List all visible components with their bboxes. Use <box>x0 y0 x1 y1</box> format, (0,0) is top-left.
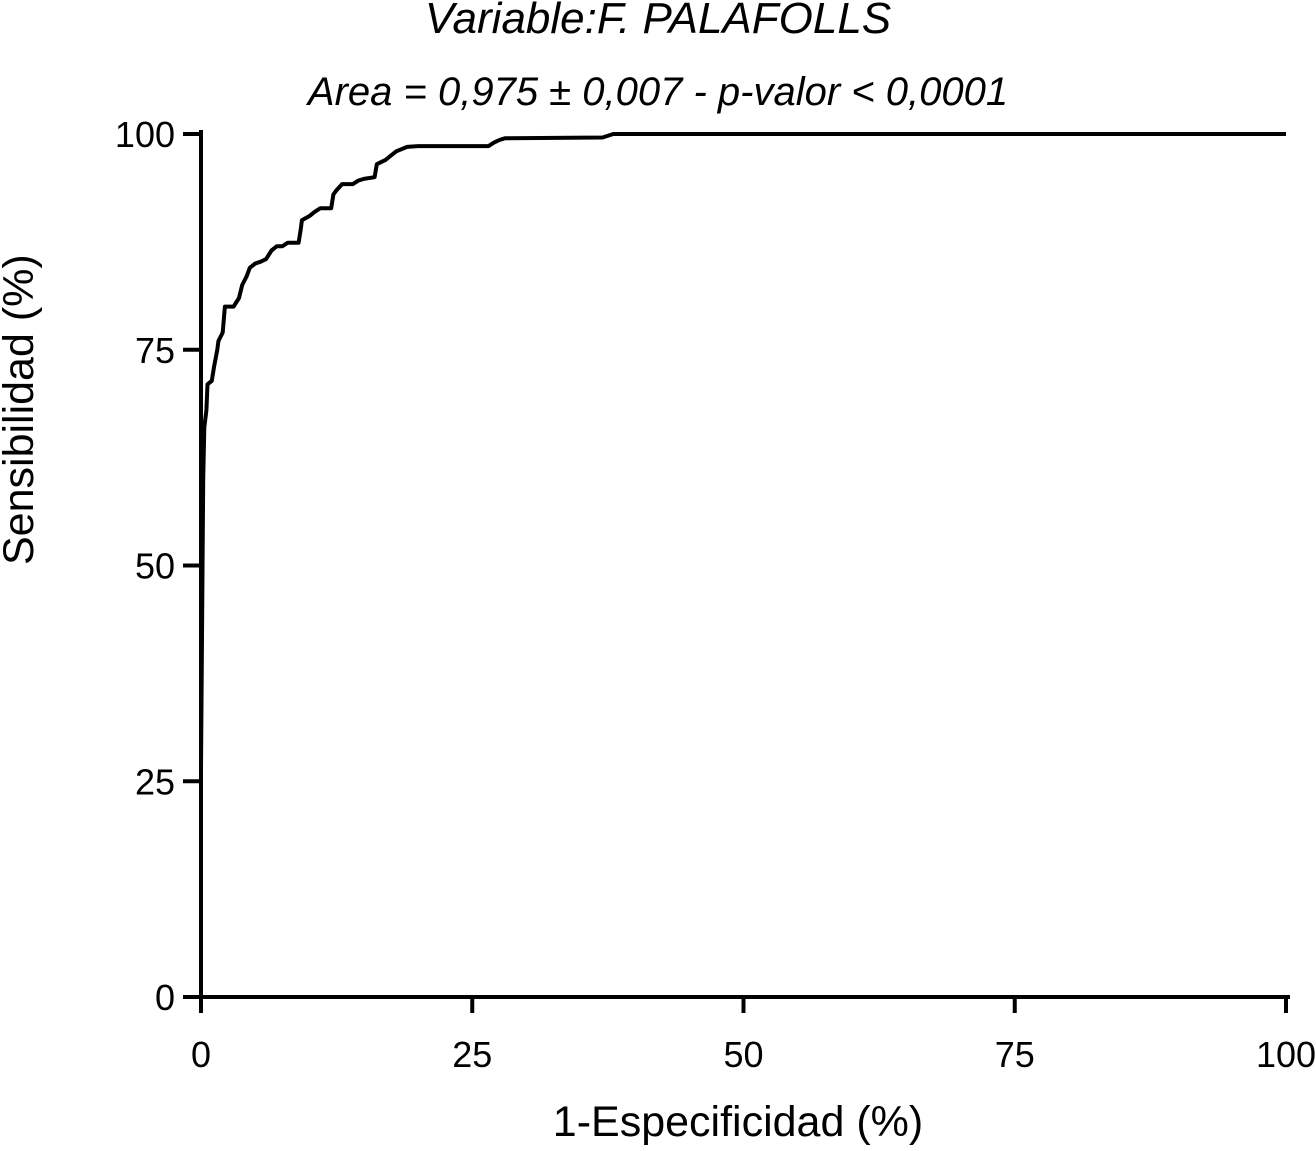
y-tick-label: 0 <box>155 977 175 1018</box>
roc-curve <box>199 132 1286 997</box>
x-tick-label: 0 <box>191 1034 211 1075</box>
y-tick-label: 50 <box>135 546 175 587</box>
y-axis-label: Sensibilidad (%) <box>0 254 43 565</box>
chart-subtitle: Area = 0,975 ± 0,007 - p-valor < 0,0001 <box>307 70 1009 114</box>
x-tick-label: 50 <box>723 1034 763 1075</box>
x-tick-label: 75 <box>995 1034 1035 1075</box>
y-tick-label: 100 <box>115 114 175 155</box>
x-axis-label: 1-Especificidad (%) <box>552 1098 924 1146</box>
chart-title: Variable:F. PALAFOLLS <box>424 0 892 43</box>
y-tick-label: 75 <box>135 330 175 371</box>
y-tick-label: 25 <box>135 761 175 802</box>
axes <box>199 130 1290 999</box>
ticks: 0 25 50 75 100 0 25 50 75 100 <box>115 114 1316 1075</box>
x-tick-label: 25 <box>452 1034 492 1075</box>
x-tick-label: 100 <box>1256 1034 1316 1075</box>
